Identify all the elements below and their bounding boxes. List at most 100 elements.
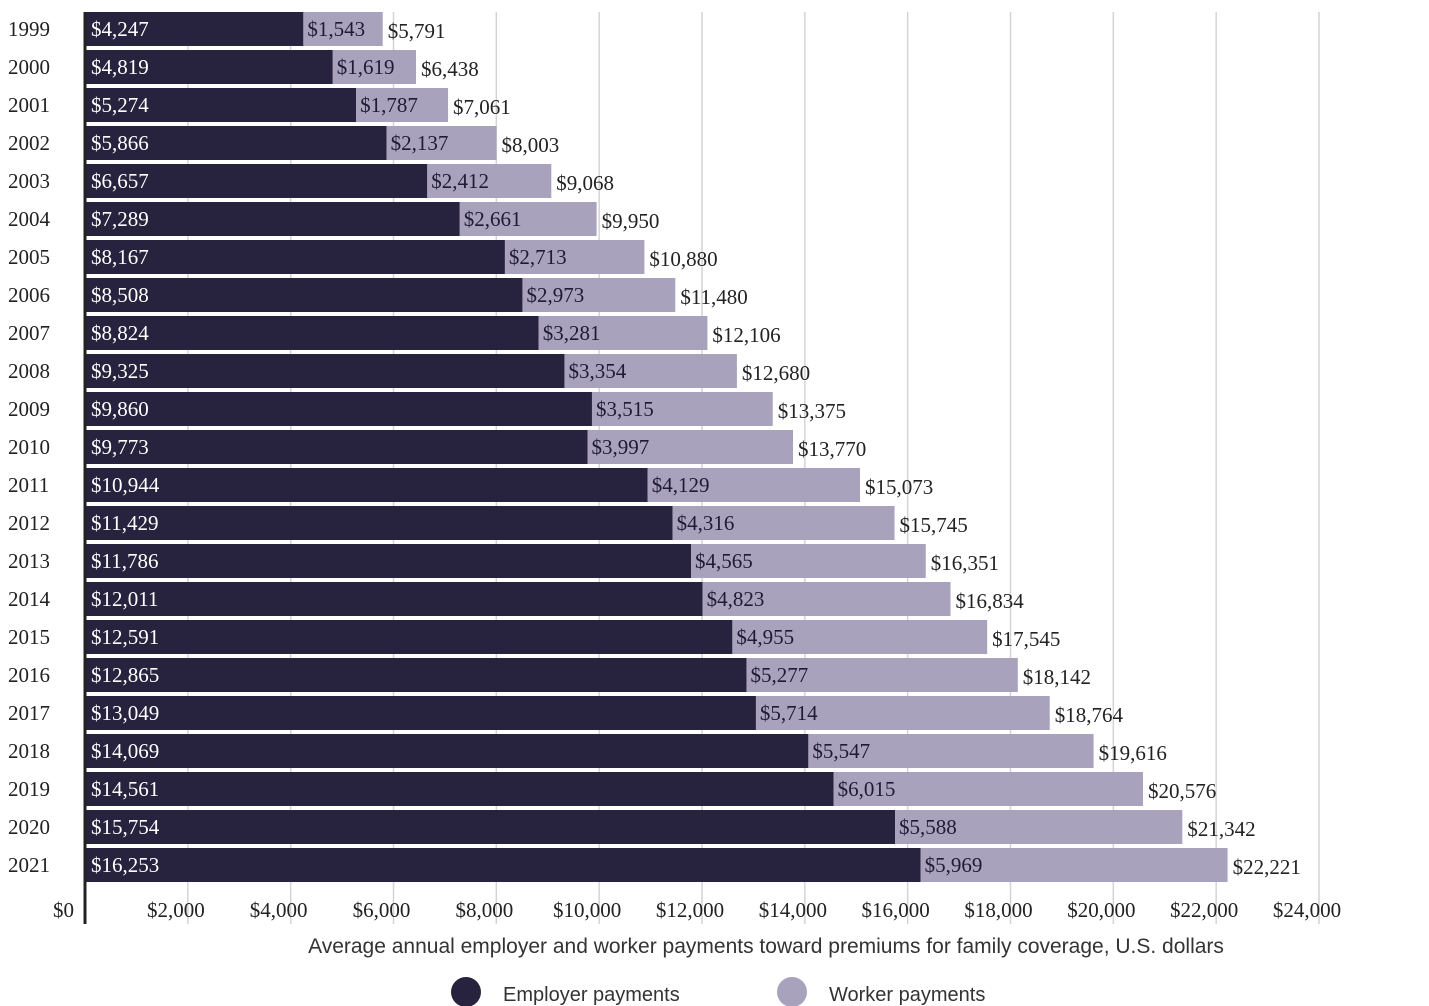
bar-employer [85, 696, 756, 730]
bar-employer [85, 734, 809, 768]
bar-employer [85, 658, 747, 692]
y-tick-label: 2017 [8, 701, 50, 725]
data-label-total: $17,545 [992, 627, 1060, 651]
data-label-worker: $1,787 [360, 93, 418, 117]
y-tick-label: 2006 [8, 283, 50, 307]
data-label-employer: $11,786 [91, 549, 158, 573]
data-label-worker: $5,714 [760, 701, 818, 725]
x-tick-label: $8,000 [455, 898, 513, 922]
data-label-worker: $3,997 [591, 435, 649, 459]
x-tick-label: $24,000 [1273, 898, 1341, 922]
y-tick-label: 2011 [8, 473, 49, 497]
y-tick-label: 2010 [8, 435, 50, 459]
y-tick-label: 2013 [8, 549, 50, 573]
bar-employer [85, 620, 733, 654]
data-label-total: $18,142 [1023, 665, 1091, 689]
y-tick-label: 2012 [8, 511, 50, 535]
legend-label-worker: Worker payments [829, 984, 985, 1006]
bar-worker [746, 658, 1018, 692]
data-label-total: $18,764 [1055, 703, 1124, 727]
bar-worker [332, 50, 417, 84]
y-tick-label: 2019 [8, 777, 50, 801]
data-label-employer: $8,167 [91, 245, 149, 269]
data-label-employer: $14,069 [91, 739, 159, 763]
data-label-total: $22,221 [1233, 855, 1301, 879]
data-label-total: $10,880 [649, 247, 717, 271]
data-label-total: $12,106 [712, 323, 780, 347]
bar-employer [85, 354, 565, 388]
data-label-total: $21,342 [1187, 817, 1255, 841]
bar-employer [85, 164, 428, 198]
bar-employer [85, 544, 691, 578]
data-label-worker: $2,412 [431, 169, 489, 193]
bar-employer [85, 12, 304, 46]
y-tick-label: 2008 [8, 359, 50, 383]
data-label-employer: $8,508 [91, 283, 149, 307]
data-label-employer: $5,274 [91, 93, 149, 117]
y-tick-label: 2005 [8, 245, 50, 269]
data-label-total: $8,003 [501, 133, 559, 157]
data-label-total: $16,834 [956, 589, 1025, 613]
x-tick-label: $18,000 [964, 898, 1032, 922]
bar-employer [85, 278, 523, 312]
data-label-total: $15,073 [865, 475, 933, 499]
data-label-employer: $4,247 [91, 17, 149, 41]
bar-employer [85, 810, 896, 844]
bar-worker [522, 278, 676, 312]
y-tick-label: 2018 [8, 739, 50, 763]
data-label-employer: $6,657 [91, 169, 149, 193]
data-label-employer: $11,429 [91, 511, 158, 535]
bar-worker [647, 468, 861, 502]
bar-worker [702, 582, 951, 616]
x-tick-label: $2,000 [147, 898, 205, 922]
data-label-employer: $9,325 [91, 359, 149, 383]
bar-worker [833, 772, 1143, 806]
data-label-employer: $5,866 [91, 131, 149, 155]
bar-worker [386, 126, 497, 160]
x-tick-label: $10,000 [553, 898, 621, 922]
bar-employer [85, 126, 387, 160]
data-label-worker: $6,015 [838, 777, 896, 801]
x-tick-label: $22,000 [1170, 898, 1238, 922]
bar-worker [303, 12, 383, 46]
data-label-employer: $12,011 [91, 587, 158, 611]
bar-employer [85, 88, 357, 122]
data-label-worker: $5,969 [925, 853, 983, 877]
bar-worker [920, 848, 1228, 882]
data-label-worker: $4,316 [677, 511, 735, 535]
bar-worker [538, 316, 708, 350]
bar-employer [85, 316, 539, 350]
data-label-worker: $4,955 [736, 625, 794, 649]
data-label-worker: $5,547 [812, 739, 870, 763]
bar-worker [808, 734, 1094, 768]
data-label-employer: $10,944 [91, 473, 160, 497]
bar-worker [690, 544, 926, 578]
data-label-total: $12,680 [742, 361, 810, 385]
y-tick-label: 2003 [8, 169, 50, 193]
y-tick-label: 2002 [8, 131, 50, 155]
data-label-employer: $4,819 [91, 55, 149, 79]
data-label-total: $19,616 [1099, 741, 1167, 765]
data-label-total: $11,480 [680, 285, 747, 309]
bar-employer [85, 848, 921, 882]
data-label-employer: $8,824 [91, 321, 149, 345]
bar-employer [85, 582, 703, 616]
data-label-total: $13,770 [798, 437, 866, 461]
bar-worker [504, 240, 645, 274]
data-label-employer: $13,049 [91, 701, 159, 725]
bar-employer [85, 468, 648, 502]
x-tick-label: $12,000 [656, 898, 724, 922]
y-tick-label: 2000 [8, 55, 50, 79]
data-label-total: $6,438 [421, 57, 479, 81]
data-label-worker: $3,354 [568, 359, 626, 383]
bar-employer [85, 772, 834, 806]
bar-worker [427, 164, 552, 198]
data-label-worker: $3,281 [543, 321, 601, 345]
y-tick-label: 1999 [8, 17, 50, 41]
data-label-total: $13,375 [778, 399, 846, 423]
data-label-total: $5,791 [388, 19, 446, 43]
data-label-employer: $7,289 [91, 207, 149, 231]
data-label-employer: $15,754 [91, 815, 160, 839]
data-label-employer: $12,865 [91, 663, 159, 687]
